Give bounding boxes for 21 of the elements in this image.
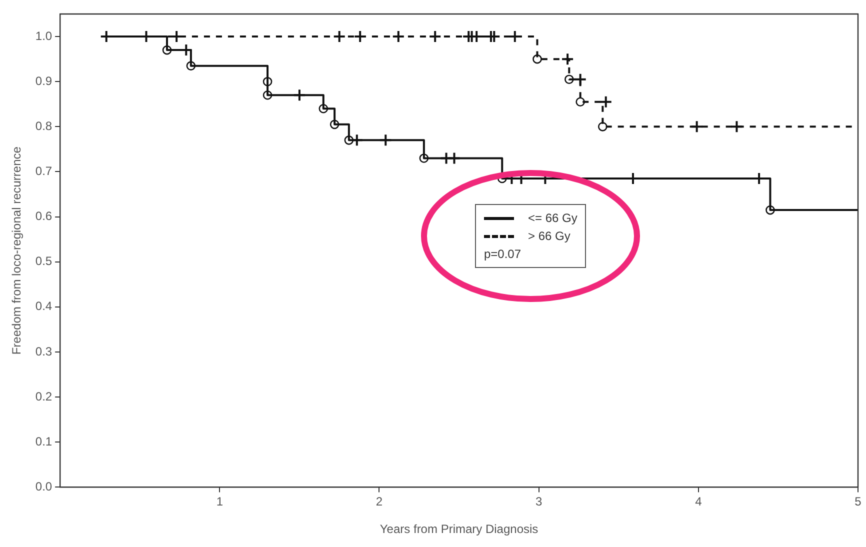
y-tick-label: 0.3 — [35, 344, 52, 358]
legend-label: > 66 Gy — [528, 229, 570, 244]
y-tick-label: 0.1 — [35, 434, 52, 448]
y-tick-label: 0.9 — [35, 74, 52, 88]
x-tick-label: 1 — [216, 494, 224, 509]
y-tick-label: 1.0 — [35, 28, 52, 43]
y-tick-label: 0.8 — [35, 118, 52, 133]
y-tick-label: 0.2 — [35, 389, 52, 404]
y-tick-label: 0.4 — [35, 299, 52, 314]
y-tick-label: 0.5 — [35, 254, 52, 268]
x-tick-label: 4 — [695, 494, 702, 509]
y-axis-title: Freedom from loco-regional recurrence — [10, 146, 24, 355]
x-tick-label: 2 — [376, 494, 383, 509]
y-tick-label: 0.6 — [35, 209, 52, 224]
legend-label: <= 66 Gy — [528, 211, 578, 226]
annotation: p=0.07 — [484, 246, 522, 264]
y-tick-label: 0.7 — [35, 164, 52, 178]
x-axis-title: Years from Primary Diagnosis — [380, 522, 538, 536]
x-tick-label: 3 — [535, 494, 542, 509]
y-tick-label: 0.0 — [35, 480, 52, 494]
x-tick-label: 5 — [854, 494, 862, 509]
